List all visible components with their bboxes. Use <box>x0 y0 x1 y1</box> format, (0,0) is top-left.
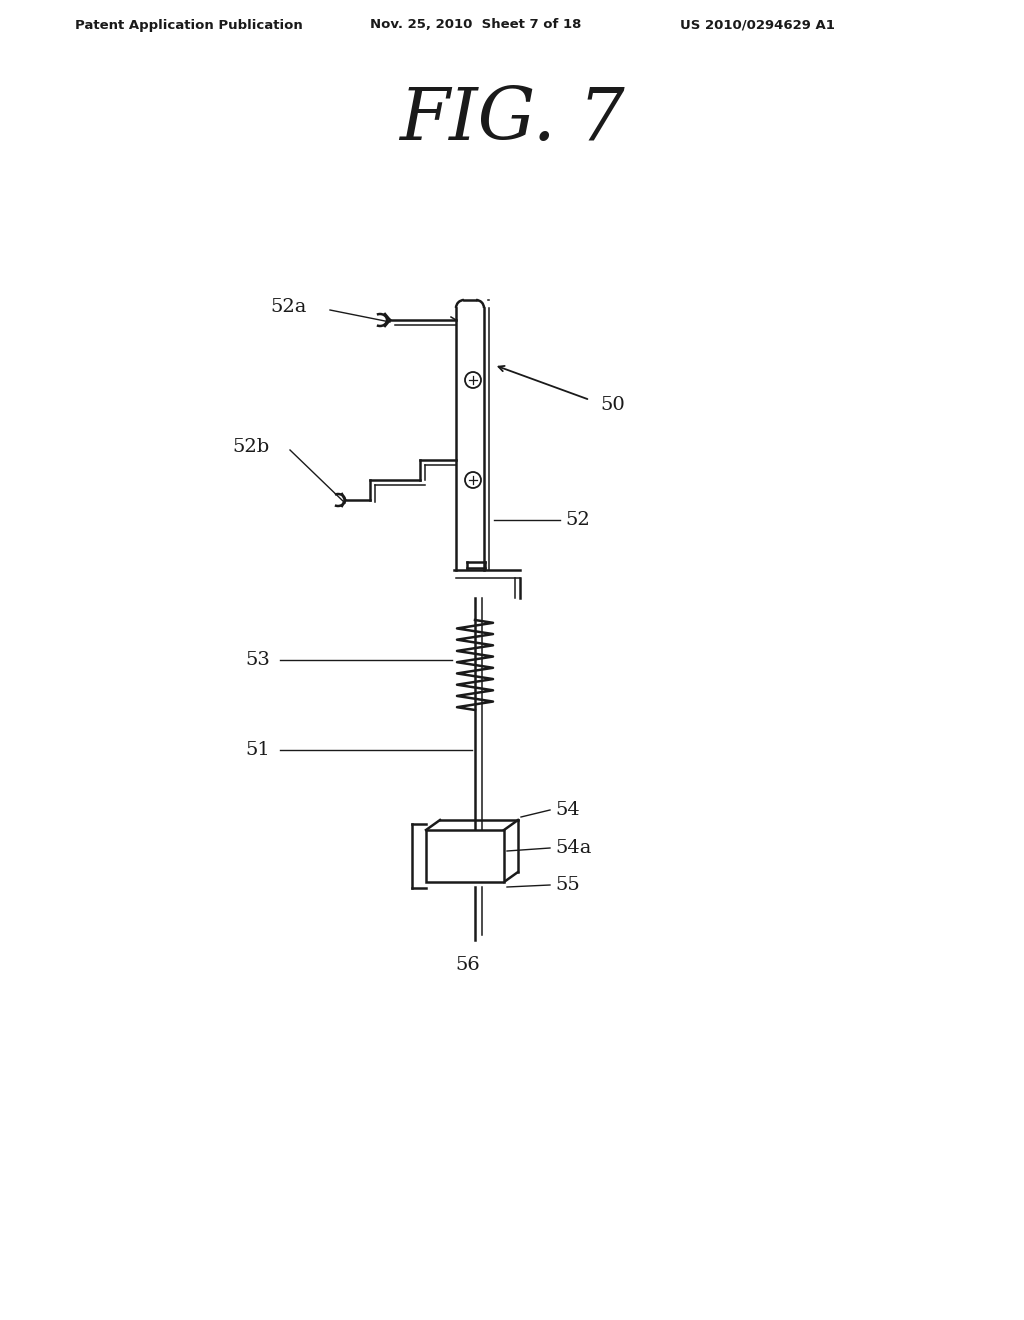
Text: 52: 52 <box>565 511 590 529</box>
Text: 51: 51 <box>245 741 269 759</box>
Text: 54a: 54a <box>555 840 592 857</box>
Text: FIG. 7: FIG. 7 <box>399 84 625 156</box>
Text: 56: 56 <box>455 956 480 974</box>
Text: 50: 50 <box>600 396 625 414</box>
Text: 53: 53 <box>245 651 270 669</box>
Text: 52b: 52b <box>232 438 269 455</box>
Text: Nov. 25, 2010  Sheet 7 of 18: Nov. 25, 2010 Sheet 7 of 18 <box>370 18 582 32</box>
Text: 54: 54 <box>555 801 580 818</box>
Text: Patent Application Publication: Patent Application Publication <box>75 18 303 32</box>
Text: 52a: 52a <box>270 298 306 315</box>
Bar <box>426 830 504 882</box>
Text: 55: 55 <box>555 876 580 894</box>
Text: US 2010/0294629 A1: US 2010/0294629 A1 <box>680 18 835 32</box>
